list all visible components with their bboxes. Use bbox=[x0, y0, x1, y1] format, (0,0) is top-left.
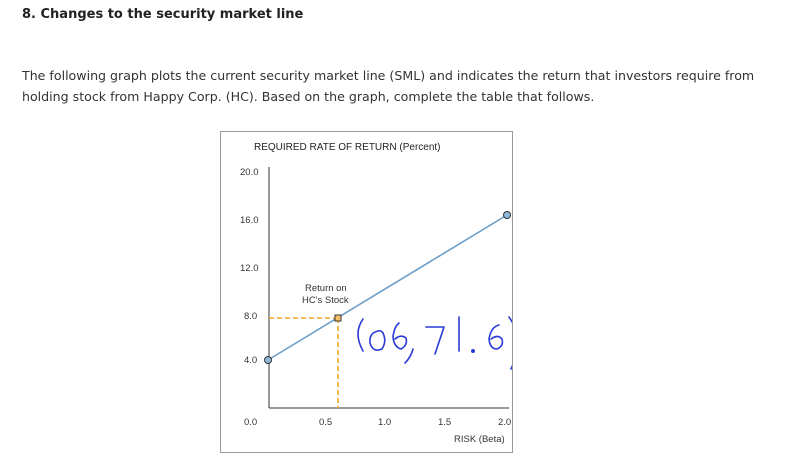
y-tick-label: 8.0 bbox=[244, 311, 257, 322]
point-label-line2: HC's Stock bbox=[302, 295, 349, 306]
x-tick-label: 0.5 bbox=[319, 417, 332, 428]
x-tick-label: 1.5 bbox=[438, 417, 451, 428]
sml-endpoint-handle[interactable] bbox=[264, 356, 272, 364]
hc-stock-point[interactable] bbox=[334, 314, 342, 322]
y-tick-label: 4.0 bbox=[244, 355, 257, 366]
sml-chart: REQUIRED RATE OF RETURN (Percent) 20.0 1… bbox=[220, 131, 519, 453]
chart-svg: REQUIRED RATE OF RETURN (Percent) 20.0 1… bbox=[240, 142, 519, 445]
x-axis-label: RISK (Beta) bbox=[454, 434, 505, 445]
x-tick-label: 2.0 bbox=[498, 417, 511, 428]
y-tick-label: 16.0 bbox=[240, 215, 259, 226]
question-prompt: The following graph plots the current se… bbox=[22, 68, 755, 104]
y-tick-label: 20.0 bbox=[240, 167, 259, 178]
question-title: 8. Changes to the security market line bbox=[22, 7, 304, 22]
sml-line bbox=[267, 214, 508, 361]
sml-endpoint-handle[interactable] bbox=[503, 211, 511, 219]
point-label-line1: Return on bbox=[305, 283, 347, 294]
handwritten-annotation bbox=[357, 316, 519, 370]
y-tick-label: 0.0 bbox=[244, 417, 257, 428]
y-tick-label: 12.0 bbox=[240, 263, 259, 274]
x-tick-label: 1.0 bbox=[378, 417, 391, 428]
chart-title: REQUIRED RATE OF RETURN (Percent) bbox=[254, 142, 441, 153]
